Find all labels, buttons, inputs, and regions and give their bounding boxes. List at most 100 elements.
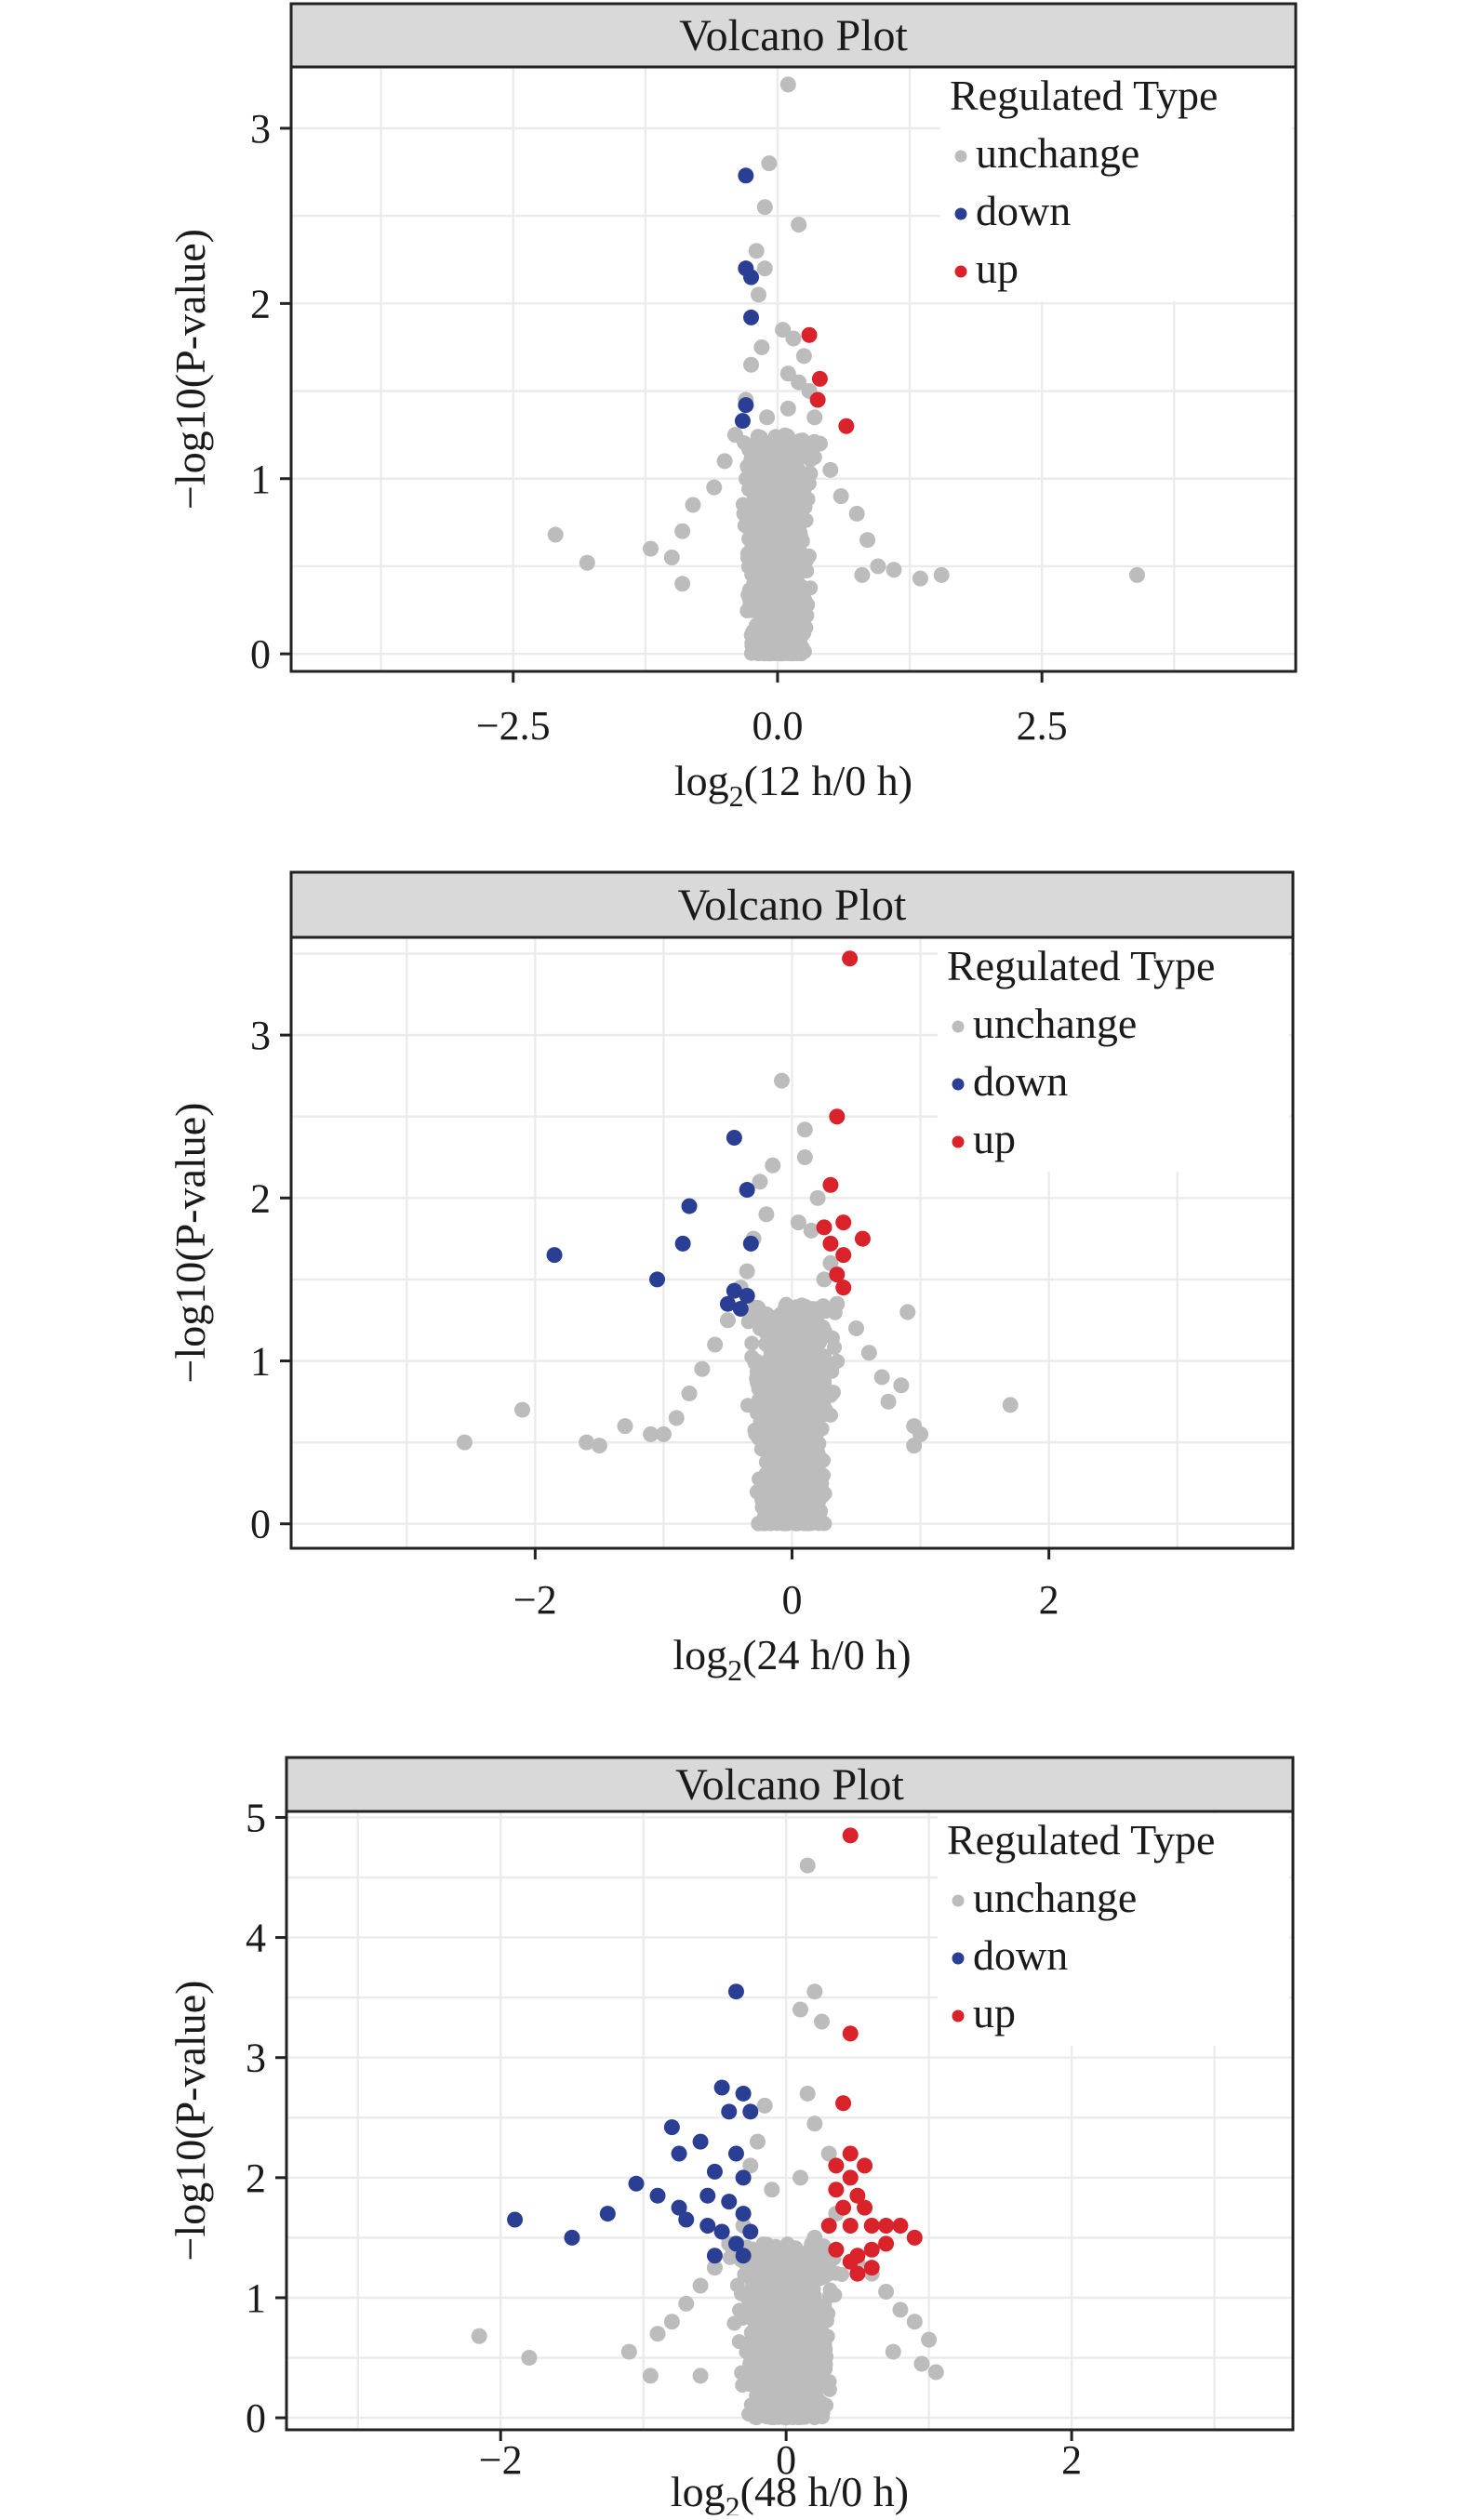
unchange-point [759, 409, 776, 426]
cloud-point [760, 558, 776, 574]
down-point [713, 2079, 730, 2096]
cloud-point [774, 2388, 790, 2404]
unchange-point [643, 540, 659, 557]
unchange-point [674, 523, 691, 539]
down-point [739, 1182, 755, 1199]
cloud-point [758, 516, 774, 532]
unchange-point [761, 155, 778, 172]
unchange-point [880, 1393, 897, 1410]
unchange-point [743, 356, 760, 373]
down-point [735, 2248, 752, 2264]
unchange-point [886, 562, 902, 578]
unchange-point [716, 453, 733, 470]
unchange-point [663, 2314, 680, 2330]
cloud-point [787, 2370, 803, 2386]
cloud-point [744, 627, 760, 643]
down-point [734, 413, 751, 430]
down-point [681, 1198, 698, 1214]
up-point [849, 2187, 866, 2204]
cloud-point [760, 1500, 776, 1516]
cloud-point [772, 1377, 788, 1393]
unchange-point [756, 260, 773, 277]
up-point [835, 1280, 852, 1296]
title-strip [285, 1756, 1295, 1813]
cloud-point [812, 1513, 828, 1529]
cloud-point [741, 501, 757, 517]
x-tick-label: 0.0 [752, 703, 803, 749]
cloud-point [751, 1516, 766, 1532]
y-tick-label: 2 [246, 2155, 266, 2201]
up-point [835, 1247, 852, 1264]
legend-title: Regulated Type [947, 1816, 1215, 1863]
unchange-point [706, 2260, 723, 2276]
x-tick-label: −2 [513, 1577, 557, 1623]
cloud-point [803, 2277, 819, 2293]
cloud-point [807, 1371, 823, 1386]
legend-label-down: down [976, 187, 1071, 234]
cloud-point [755, 2236, 771, 2252]
cloud-point [735, 2377, 751, 2393]
cloud-point [792, 524, 808, 540]
cloud-point [791, 493, 806, 509]
x-tick-label: 2 [1039, 1577, 1059, 1623]
up-point [835, 1214, 852, 1231]
up-point [857, 2157, 873, 2174]
y-tick-label: 2 [250, 1175, 271, 1221]
y-tick-label: 1 [250, 457, 271, 502]
up-point [863, 2217, 880, 2234]
cloud-point [767, 2368, 783, 2384]
cloud-point [782, 2262, 798, 2278]
unchange-point [758, 1206, 775, 1223]
unchange-point [832, 488, 849, 505]
cloud-point [789, 1375, 805, 1391]
y-tick-label: 3 [250, 106, 271, 152]
down-point [678, 2211, 695, 2228]
cloud-point [806, 1340, 822, 1356]
unchange-point [748, 243, 765, 259]
cloud-point [779, 1400, 794, 1416]
legend-label-up: up [976, 245, 1019, 292]
unchange-point [899, 1304, 916, 1320]
unchange-point [892, 2301, 909, 2318]
down-point [699, 2217, 716, 2234]
x-axis-title: log2(24 h/0 h) [673, 1631, 911, 1687]
down-point [726, 1282, 742, 1299]
unchange-point [579, 1434, 595, 1451]
down-point [743, 309, 760, 325]
unchange-point [756, 2097, 773, 2114]
down-point [674, 1235, 691, 1252]
down-point [649, 1271, 666, 1288]
unchange-point [822, 461, 839, 478]
cloud-point [759, 1357, 775, 1373]
chart-title: Volcano Plot [678, 881, 907, 930]
down-point [742, 1235, 759, 1252]
cloud-point [805, 1466, 820, 1482]
cloud-point [772, 1306, 788, 1322]
cloud-point [769, 534, 785, 550]
cloud-point [750, 1300, 766, 1316]
series-down [734, 167, 760, 430]
legend: Regulated Type unchange down up [938, 1813, 1289, 2046]
unchange-point [848, 505, 865, 522]
unchange-point [921, 2331, 938, 2348]
cloud-point [787, 2354, 803, 2370]
x-axis-title-sub: 2 [729, 779, 744, 813]
unchange-point [681, 1386, 698, 1402]
cloud-point [766, 1475, 782, 1491]
unchange-point [726, 427, 743, 444]
unchange-point [694, 1360, 711, 1377]
unchange-point [750, 286, 766, 303]
unchange-point [799, 1857, 816, 1874]
unchange-point [739, 1263, 755, 1280]
cloud-point [797, 1497, 813, 1513]
cloud-point [779, 1348, 795, 1364]
cloud-point [786, 1301, 802, 1317]
cloud-point [784, 478, 800, 494]
y-tick-label: 3 [246, 2036, 266, 2081]
cloud-point [770, 431, 786, 447]
cloud-point [795, 2247, 811, 2262]
unchange-point [912, 570, 928, 587]
series-unchange [547, 76, 1145, 662]
